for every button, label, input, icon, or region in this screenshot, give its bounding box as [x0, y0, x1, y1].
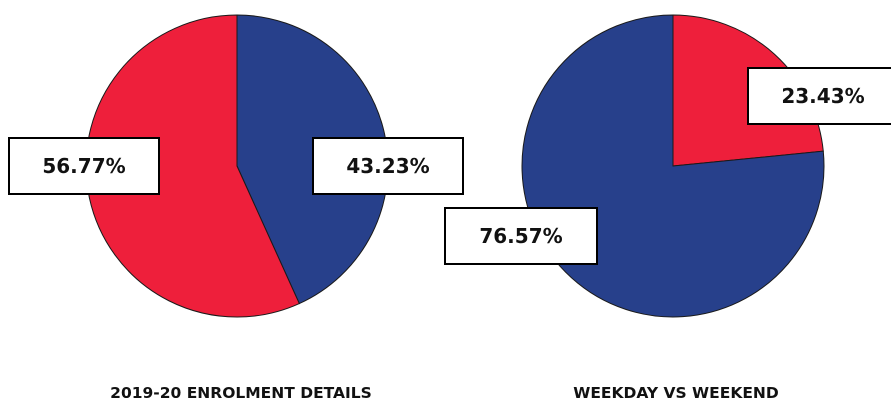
data-label: 23.43%	[781, 84, 864, 108]
data-label: 43.23%	[346, 154, 429, 178]
pie-chart-2: 23.43% 76.57% WEEKDAY VS WEEKEND	[444, 14, 891, 400]
pie-slice	[85, 14, 300, 318]
chart-title: WEEKDAY VS WEEKEND	[573, 384, 779, 400]
chart-title: 2019-20 ENROLMENT DETAILS	[110, 384, 372, 400]
pie-chart-1: 43.23% 56.77% 2019-20 ENROLMENT DETAILS	[8, 14, 464, 400]
data-label-box	[747, 67, 891, 125]
data-label-box	[444, 207, 598, 265]
data-label: 56.77%	[42, 154, 125, 178]
data-label: 76.57%	[479, 224, 562, 248]
data-label-box	[312, 137, 464, 195]
data-label-box	[8, 137, 160, 195]
